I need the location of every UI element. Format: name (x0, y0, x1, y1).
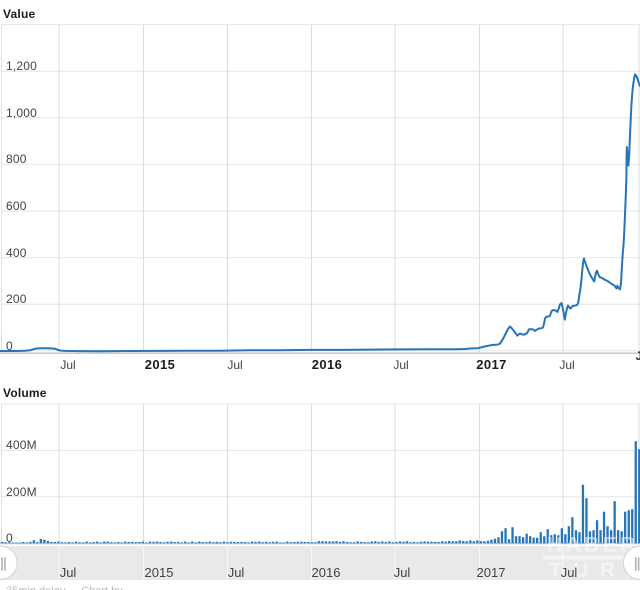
svg-text:HABER: HABER (547, 534, 639, 557)
svg-text:TÜRK: TÜRK (549, 559, 640, 582)
